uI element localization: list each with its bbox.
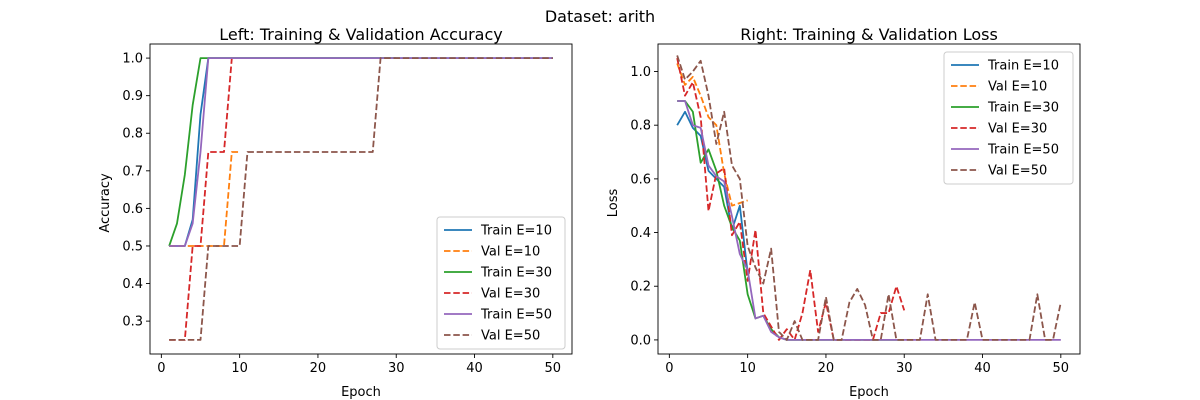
loss-series-line-val-e-10 (676, 63, 748, 207)
accuracy-x-tick-label: 50 (545, 361, 562, 376)
accuracy-y-tick-label: 0.6 (122, 202, 143, 217)
loss-legend-label: Val E=10 (988, 80, 1047, 95)
loss-x-tick-label: 30 (896, 361, 913, 376)
accuracy-series-group (168, 57, 553, 341)
loss-x-tick-label: 10 (739, 361, 756, 376)
loss-series-group (676, 55, 1062, 341)
accuracy-x-tick-label: 20 (310, 361, 327, 376)
figure-suptitle: Dataset: arith (545, 7, 655, 26)
loss-plot-frame (657, 43, 1081, 355)
accuracy-chart-title: Left: Training & Validation Accuracy (219, 25, 503, 44)
loss-series-line-train-e-10 (676, 110, 749, 273)
loss-legend-label: Val E=30 (988, 122, 1047, 137)
accuracy-x-axis-label: Epoch (341, 385, 381, 400)
loss-y-axis-label: Loss (606, 189, 621, 218)
accuracy-legend-label: Train E=30 (480, 266, 552, 281)
loss-x-tick-label: 0 (665, 361, 673, 376)
accuracy-series-line-val-e-50 (169, 57, 553, 341)
loss-legend-label: Train E=50 (987, 143, 1059, 158)
loss-x-tick-label: 20 (818, 361, 835, 376)
accuracy-y-axis-label: Accuracy (98, 173, 113, 233)
loss-series-line-val-e-50 (676, 55, 1062, 341)
accuracy-legend: Train E=10 Val E=10 Train E=30 Val E=30 Trai… (436, 216, 566, 350)
accuracy-y-tick-label: 0.3 (122, 315, 143, 330)
accuracy-y-tick-label: 0.5 (122, 239, 143, 254)
accuracy-legend-label: Val E=10 (481, 245, 540, 260)
accuracy-y-tick-label: 0.9 (122, 89, 143, 104)
accuracy-legend-label: Train E=10 (480, 224, 552, 239)
accuracy-chart: Left: Training & Validation Accuracy Epo… (98, 25, 573, 400)
loss-legend-label: Val E=50 (988, 164, 1047, 179)
accuracy-x-tick-label: 30 (388, 361, 405, 376)
loss-legend-label: Train E=30 (987, 101, 1059, 116)
loss-chart-title: Right: Training & Validation Loss (740, 25, 998, 44)
accuracy-x-tick-label: 10 (231, 361, 248, 376)
loss-x-tick-label: 50 (1053, 361, 1070, 376)
accuracy-legend-label: Val E=50 (481, 329, 540, 344)
accuracy-y-tick-label: 0.8 (122, 127, 143, 142)
loss-y-tick-label: 0.8 (630, 119, 651, 134)
loss-y-tick-label: 0.4 (630, 226, 651, 241)
accuracy-y-tick-label: 1.0 (122, 52, 143, 67)
loss-y-tick-label: 0.2 (630, 280, 651, 295)
loss-legend-label: Train E=10 (987, 59, 1059, 74)
loss-x-axis-label: Epoch (849, 385, 889, 400)
accuracy-y-tick-label: 0.7 (122, 164, 143, 179)
loss-x-tick-label: 40 (974, 361, 991, 376)
accuracy-legend-box (436, 216, 566, 350)
loss-chart: Right: Training & Validation Loss Epoch … (606, 25, 1081, 400)
accuracy-y-tick-label: 0.4 (122, 277, 143, 292)
accuracy-legend-label: Train E=50 (480, 308, 552, 323)
loss-y-tick-label: 0.0 (630, 333, 651, 348)
accuracy-x-tick-label: 0 (157, 361, 165, 376)
loss-legend: Train E=10 Val E=10 Train E=30 Val E=30 Trai… (943, 51, 1074, 185)
accuracy-legend-label: Val E=30 (481, 287, 540, 302)
accuracy-plot-frame (149, 43, 573, 355)
loss-y-tick-label: 0.6 (630, 172, 651, 187)
accuracy-x-tick-label: 40 (466, 361, 483, 376)
loss-y-tick-label: 1.0 (630, 65, 651, 80)
loss-legend-box (943, 51, 1074, 185)
